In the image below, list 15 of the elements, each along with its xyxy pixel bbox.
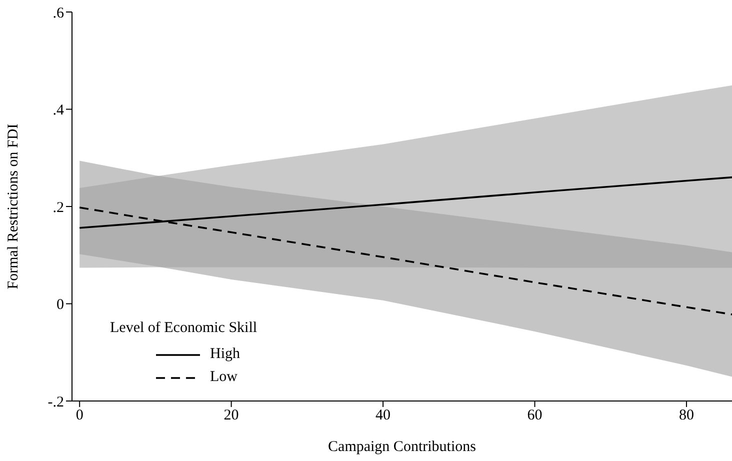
y-tick-label: .4 xyxy=(52,102,64,119)
x-tick-label: 80 xyxy=(678,408,694,424)
y-tick-label: -.2 xyxy=(48,394,64,410)
legend-title: Level of Economic Skill xyxy=(110,320,258,337)
legend-label: High xyxy=(210,346,240,363)
legend-label: Low xyxy=(210,369,238,386)
y-tick-label: .2 xyxy=(52,200,64,216)
y-tick-label: .6 xyxy=(52,5,64,22)
y-axis-title: Formal Restrictions on FDI xyxy=(5,124,22,290)
y-tick-label: 0 xyxy=(56,297,64,314)
x-axis-title: Campaign Contributions xyxy=(328,439,476,455)
x-tick-label: 40 xyxy=(376,408,391,424)
x-tick-label: 60 xyxy=(527,408,542,424)
x-tick-label: 20 xyxy=(224,408,239,424)
x-tick-label: 0 xyxy=(76,408,84,424)
